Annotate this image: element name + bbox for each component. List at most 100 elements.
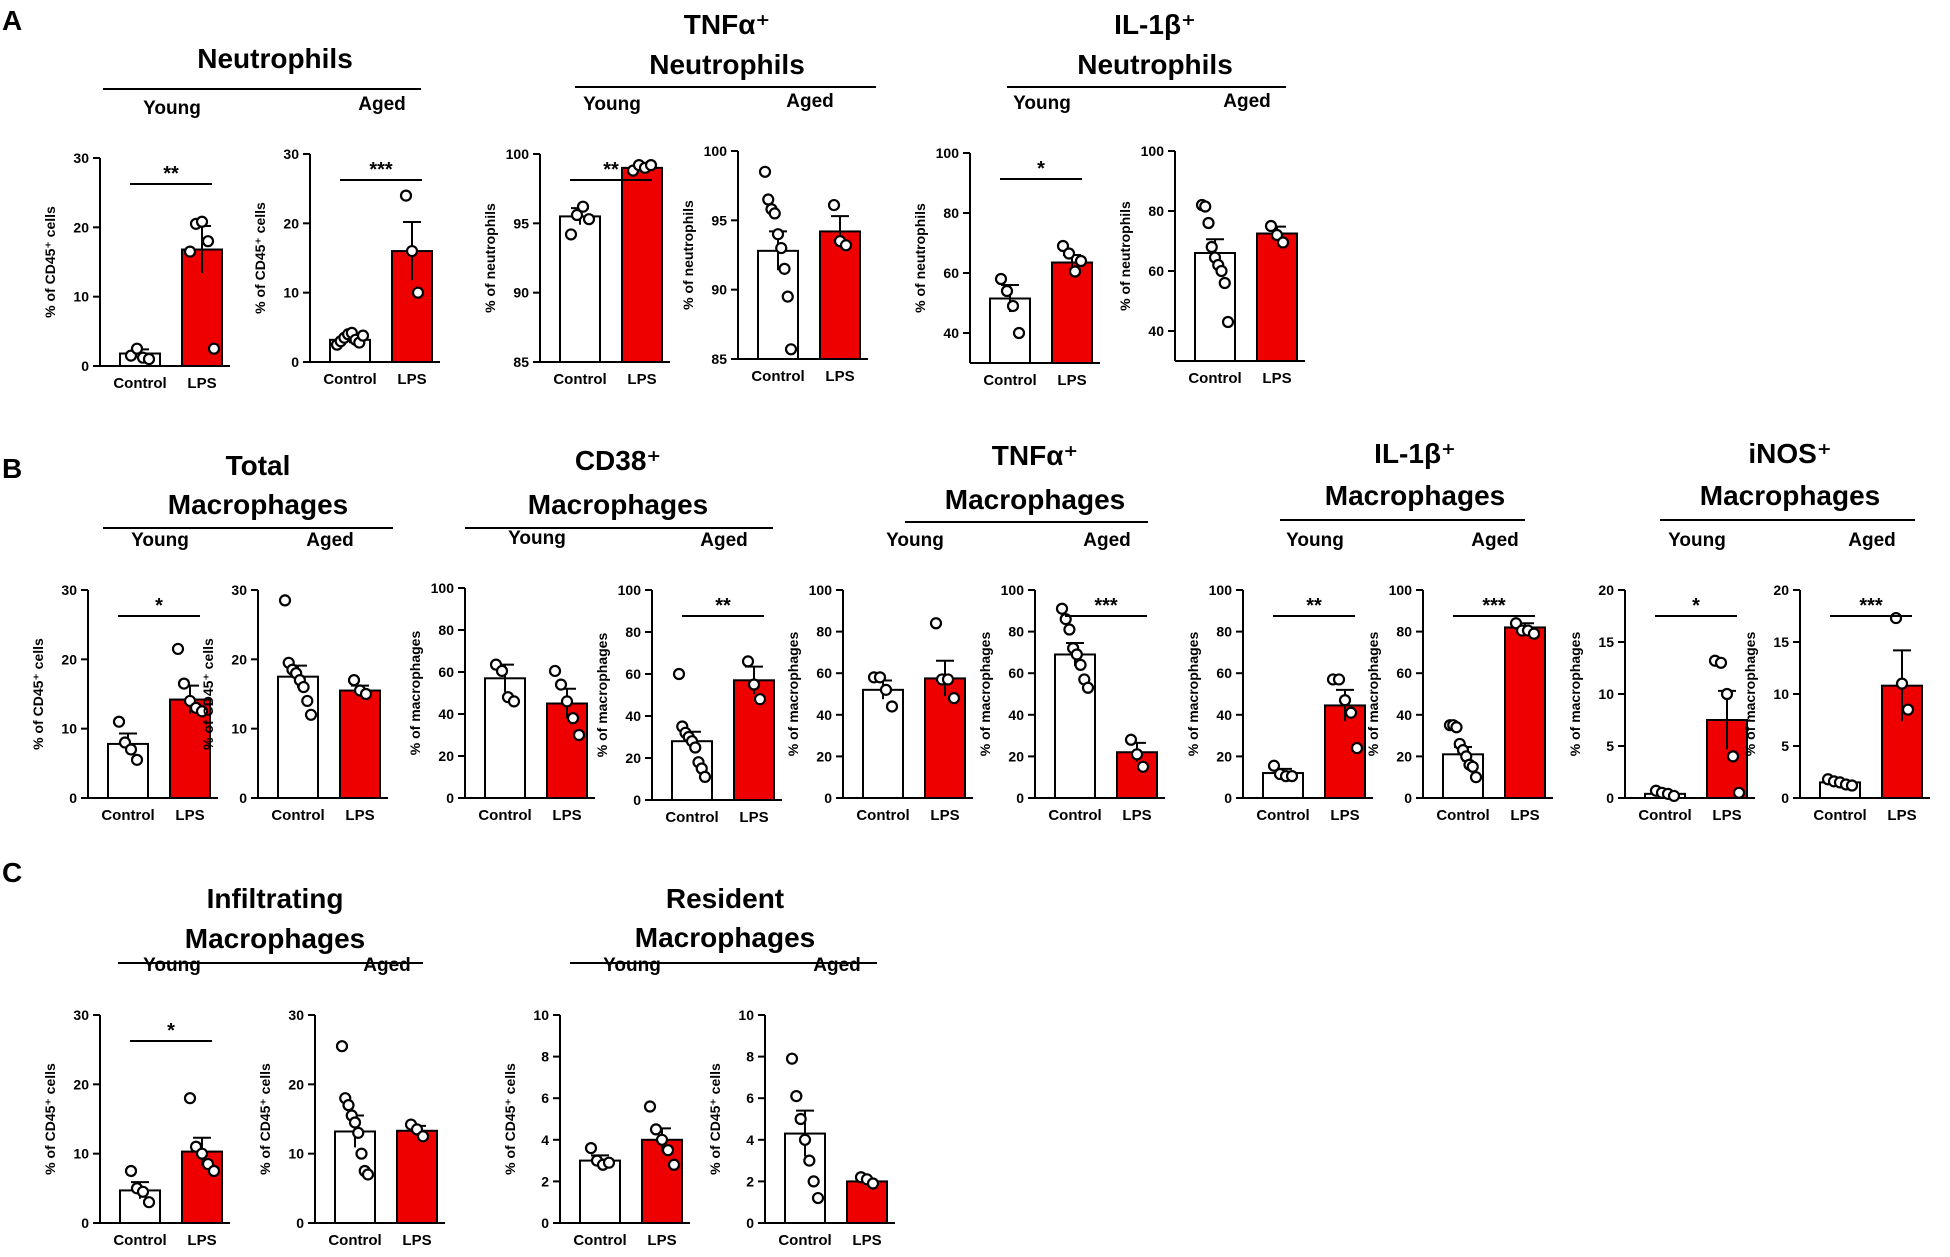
y-tick-label: 0	[633, 792, 641, 808]
bar-control	[757, 249, 799, 360]
data-point	[649, 1123, 663, 1136]
y-tick-label: 80	[1396, 624, 1412, 640]
data-point	[142, 1196, 156, 1209]
data-point	[1074, 658, 1087, 671]
data-point	[1068, 265, 1082, 278]
chart-b7: Young 0 20 40 60 80 100 % of macrophages Control…	[1185, 530, 1373, 824]
x-tick-label: Control	[1256, 807, 1309, 824]
y-tick-label: 100	[1389, 582, 1413, 598]
bar-lps	[1051, 261, 1093, 364]
x-tick-label: Control	[983, 372, 1036, 389]
y-tick-label: 10	[73, 1146, 89, 1162]
data-point	[762, 193, 775, 206]
y-tick-label: 6	[541, 1090, 549, 1106]
bar-lps	[641, 1138, 683, 1225]
x-tick-label: LPS	[552, 807, 581, 824]
chart-a5: Young 40 60 80 100 % of neutrophils Control LPS…	[912, 93, 1100, 389]
data-point	[572, 728, 586, 742]
data-point	[1267, 759, 1281, 772]
data-point	[827, 198, 841, 212]
data-point	[1895, 677, 1909, 690]
significance-label: *	[167, 1020, 175, 1042]
y-tick-label: 40	[1008, 707, 1024, 723]
y-tick-label: 60	[1008, 665, 1024, 681]
bar-lps	[819, 230, 861, 360]
y-tick-label: 30	[288, 1007, 304, 1023]
data-point	[661, 1144, 675, 1157]
y-tick-label: 6	[746, 1090, 754, 1106]
y-tick-label: 100	[704, 143, 728, 159]
data-point	[347, 674, 361, 687]
data-point	[570, 208, 584, 222]
bar-lps	[621, 166, 663, 363]
x-tick-label: Control	[553, 371, 606, 388]
chart-title: Macrophages	[945, 484, 1126, 515]
x-tick-label: LPS	[852, 1232, 881, 1249]
y-tick-label: 0	[1016, 790, 1024, 806]
data-point	[1285, 770, 1299, 783]
data-point	[355, 1147, 368, 1160]
data-point	[195, 1147, 209, 1160]
y-axis-label: % of macrophages	[1742, 632, 1758, 757]
panel-letter: B	[2, 453, 22, 484]
y-tick-label: 20	[288, 1076, 304, 1092]
data-point	[297, 680, 310, 694]
chart-a6: Aged 40 60 80 100 % of neutrophils Control LPS	[1117, 91, 1305, 387]
x-tick-label: LPS	[187, 1232, 216, 1249]
chart-title: Macrophages	[1325, 480, 1506, 511]
y-tick-label: 20	[1773, 582, 1789, 598]
x-tick-label: Control	[665, 809, 718, 826]
data-point	[1350, 741, 1364, 755]
chart-title: Infiltrating	[207, 883, 344, 914]
y-tick-label: 100	[1001, 582, 1025, 598]
y-tick-label: 20	[438, 748, 454, 764]
y-tick-label: 30	[231, 582, 247, 598]
data-point	[1124, 733, 1138, 746]
y-tick-label: 30	[283, 146, 299, 162]
x-tick-label: LPS	[397, 371, 426, 388]
data-point	[582, 213, 596, 226]
y-tick-label: 8	[541, 1049, 549, 1065]
y-tick-label: 80	[1216, 624, 1232, 640]
x-tick-label: LPS	[402, 1232, 431, 1249]
data-point	[747, 678, 761, 691]
data-point	[342, 1099, 355, 1112]
data-point	[602, 1156, 616, 1169]
bar-lps	[1706, 719, 1748, 799]
y-tick-label: 30	[73, 1007, 89, 1023]
bar-lps	[846, 1180, 888, 1225]
y-tick-label: 8	[746, 1049, 754, 1065]
data-point	[1006, 299, 1020, 313]
y-tick-label: 90	[711, 282, 727, 298]
y-tick-label: 10	[283, 285, 299, 301]
y-axis-label: % of macrophages	[407, 631, 423, 756]
bar-lps	[1256, 232, 1298, 362]
x-tick-label: Control	[1048, 807, 1101, 824]
significance-label: **	[715, 595, 731, 617]
data-point	[112, 715, 126, 728]
y-tick-label: 20	[231, 651, 247, 667]
data-point	[655, 1133, 669, 1146]
chart-c2: Aged 0 10 20 30 % of CD45⁺ cells Control LPS	[257, 955, 445, 1249]
chart-a2: Aged 0 10 20 30 % of CD45⁺ cells Control LPS ***	[252, 94, 440, 388]
chart-a3: Young 85 90 95 100 % of neutrophils Control LPS…	[482, 94, 670, 388]
data-point	[195, 705, 209, 718]
y-axis-label: % of CD45⁺ cells	[200, 638, 216, 750]
chart-title: Resident	[666, 883, 784, 914]
chart-a1: Young 0 10 20 30 % of CD45⁺ cells Control LPS **	[42, 98, 230, 392]
group-label: Young	[886, 530, 944, 551]
data-point	[564, 228, 578, 241]
data-point	[941, 673, 955, 686]
y-tick-label: 95	[513, 215, 529, 231]
data-point	[1338, 694, 1352, 707]
y-tick-label: 85	[711, 351, 727, 367]
y-tick-label: 80	[816, 624, 832, 640]
y-tick-label: 95	[711, 212, 727, 228]
y-tick-label: 15	[1598, 634, 1614, 650]
data-point	[548, 664, 562, 678]
data-point	[1667, 789, 1681, 803]
data-point	[1012, 326, 1026, 340]
y-tick-label: 80	[438, 622, 454, 638]
chart-b3: Young 0 20 40 60 80 100 % of macrophages Control…	[407, 528, 595, 824]
y-axis-label: % of neutrophils	[1117, 201, 1133, 311]
